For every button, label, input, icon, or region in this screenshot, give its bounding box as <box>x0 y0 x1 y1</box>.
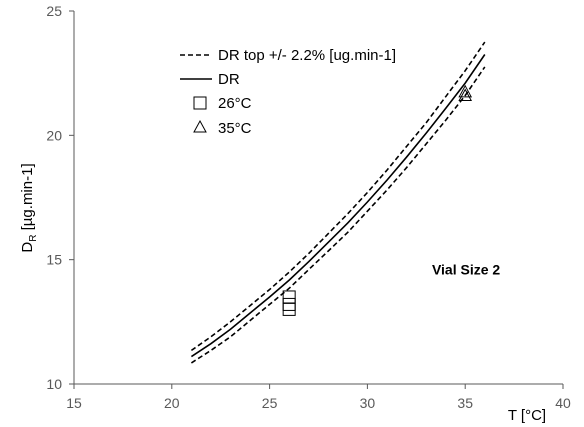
square-marker-26c <box>282 290 296 304</box>
annotation-label: Vial Size 2 <box>432 262 500 278</box>
legend-square-swatch <box>193 96 207 110</box>
dr-lower-dashed-line <box>190 66 486 364</box>
x-axis-label: T [°C] <box>508 407 546 424</box>
x-tick-label: 40 <box>555 395 571 411</box>
legend: DR top +/- 2.2% [ug.min-1] DR 26°C 35°C <box>180 47 396 137</box>
x-tick-label: 30 <box>360 395 376 411</box>
legend-triangle-swatch <box>193 119 207 133</box>
y-axis-label-rest: [µg.min-1] <box>19 163 36 234</box>
series-lines <box>190 41 486 364</box>
dr-solid-line <box>190 54 486 358</box>
legend-entry-label: DR <box>218 71 240 88</box>
legend-entry-label: 35°C <box>218 120 252 137</box>
legend-entry-label: 26°C <box>218 95 252 112</box>
y-axis-label-main: D <box>19 242 36 253</box>
x-tick-label: 25 <box>262 395 278 411</box>
y-axis-label-sub: R <box>28 235 39 242</box>
x-tick-label: 20 <box>164 395 180 411</box>
legend-entry-label: DR top +/- 2.2% [ug.min-1] <box>218 47 396 64</box>
triangle-marker-35c <box>458 88 473 102</box>
x-tick-label: 35 <box>457 395 473 411</box>
x-tick-label: 15 <box>66 395 82 411</box>
square-marker-26c <box>282 297 296 311</box>
triangle-marker-35c <box>458 84 473 98</box>
y-tick-label: 15 <box>46 252 62 268</box>
series-markers <box>282 84 473 316</box>
y-axis-label: DR [µg.min-1] <box>19 163 39 252</box>
y-tick-label: 10 <box>46 376 62 392</box>
square-marker-26c <box>282 302 296 316</box>
y-tick-label: 20 <box>46 127 62 143</box>
y-tick-label: 25 <box>46 3 62 19</box>
axes <box>69 10 564 389</box>
dr-upper-dashed-line <box>190 41 486 352</box>
